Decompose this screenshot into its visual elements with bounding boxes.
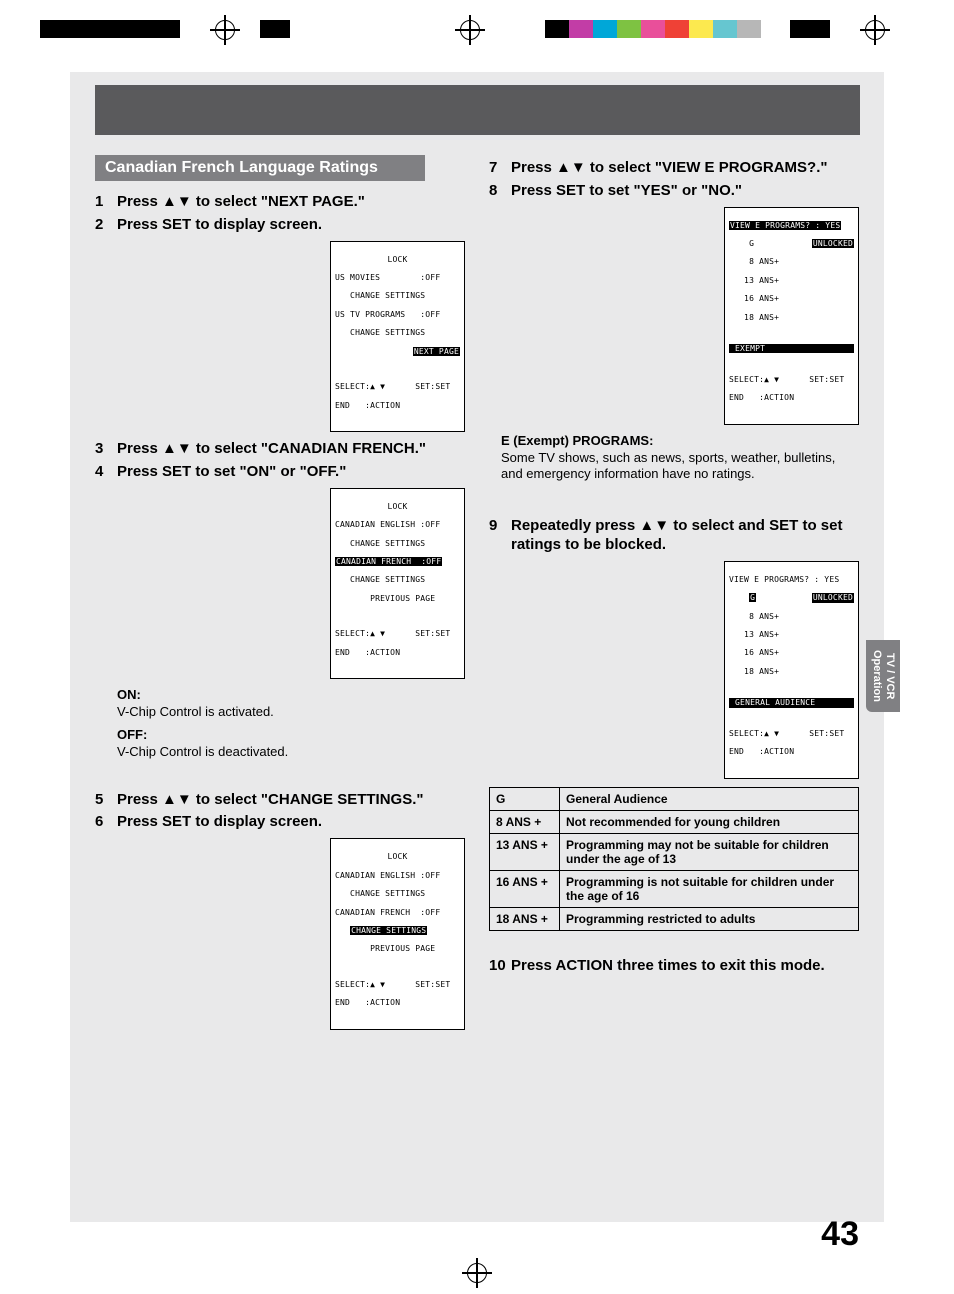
registration-bottom [462,1258,492,1288]
step-1: 1Press ▲▼ to select "NEXT PAGE." [95,193,465,212]
step-6: 6Press SET to display screen. [95,813,465,832]
step-3: 3Press ▲▼ to select "CANADIAN FRENCH." [95,440,465,459]
swatch [545,20,569,38]
step-8: 8Press SET to set "YES" or "NO." [489,182,859,201]
osd-screen-4: VIEW E PROGRAMS? : YES G UNLOCKED 8 ANS+… [724,207,859,425]
registration-top [0,20,954,60]
off-note: OFF:V-Chip Control is deactivated. [117,727,465,761]
side-tab: TV / VCROperation [866,640,900,712]
step-5: 5Press ▲▼ to select "CHANGE SETTINGS." [95,791,465,810]
exempt-note: E (Exempt) PROGRAMS: Some TV shows, such… [501,433,859,484]
page-number: 43 [821,1215,859,1254]
osd-screen-5: VIEW E PROGRAMS? : YES G UNLOCKED 8 ANS+… [724,561,859,779]
on-note: ON:V-Chip Control is activated. [117,687,465,721]
color-bar [545,20,761,43]
step-7: 7Press ▲▼ to select "VIEW E PROGRAMS?." [489,159,859,178]
step-10: 10Press ACTION three times to exit this … [489,957,859,976]
osd-screen-3: LOCK CANADIAN ENGLISH :OFF CHANGE SETTIN… [330,838,465,1030]
left-column: Canadian French Language Ratings 1Press … [95,155,465,1038]
step-4: 4Press SET to set "ON" or "OFF." [95,463,465,482]
right-column: 7Press ▲▼ to select "VIEW E PROGRAMS?." … [489,155,859,1038]
osd-screen-2: LOCK CANADIAN ENGLISH :OFF CHANGE SETTIN… [330,488,465,680]
content: Canadian French Language Ratings 1Press … [95,155,865,1038]
header-band [95,85,860,135]
ratings-table: GGeneral Audience 8 ANS +Not recommended… [489,787,859,931]
section-title: Canadian French Language Ratings [95,155,425,181]
osd-screen-1: LOCK US MOVIES :OFF CHANGE SETTINGS US T… [330,241,465,433]
step-9: 9Repeatedly press ▲▼ to select and SET t… [489,517,859,555]
step-2: 2Press SET to display screen. [95,216,465,235]
